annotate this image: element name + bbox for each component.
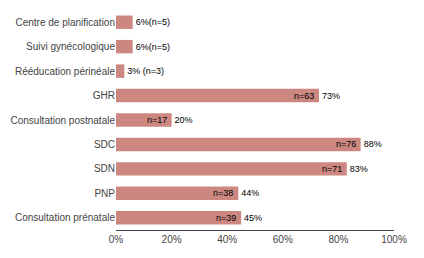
svg-text:SDN: SDN <box>94 163 115 174</box>
svg-text:73%: 73% <box>322 91 340 101</box>
svg-text:20%: 20% <box>162 234 182 245</box>
svg-text:n=38: n=38 <box>213 188 233 198</box>
svg-text:44%: 44% <box>241 188 259 198</box>
svg-text:SDC: SDC <box>94 139 115 150</box>
svg-text:6%(n=5): 6%(n=5) <box>136 42 170 52</box>
svg-text:3% (n=3): 3% (n=3) <box>127 66 164 76</box>
svg-text:6%(n=5): 6%(n=5) <box>136 17 170 27</box>
svg-text:Consultation postnatale: Consultation postnatale <box>10 115 115 126</box>
svg-text:0%: 0% <box>109 234 124 245</box>
svg-text:20%: 20% <box>175 115 193 125</box>
svg-text:100%: 100% <box>381 234 407 245</box>
svg-text:PNP: PNP <box>94 188 115 199</box>
svg-text:n=76: n=76 <box>336 139 356 149</box>
svg-text:n=17: n=17 <box>147 115 167 125</box>
svg-text:80%: 80% <box>328 234 348 245</box>
svg-text:45%: 45% <box>244 213 262 223</box>
svg-text:83%: 83% <box>350 164 368 174</box>
svg-text:40%: 40% <box>217 234 237 245</box>
svg-text:n=39: n=39 <box>216 213 236 223</box>
svg-text:GHR: GHR <box>93 90 115 101</box>
svg-text:Rééducation périnéale: Rééducation périnéale <box>15 66 116 77</box>
svg-text:60%: 60% <box>273 234 293 245</box>
svg-text:Consultation prénatale: Consultation prénatale <box>15 212 116 223</box>
svg-text:Centre de planification: Centre de planification <box>15 17 115 28</box>
svg-text:88%: 88% <box>364 139 382 149</box>
svg-text:n=71: n=71 <box>322 164 342 174</box>
svg-text:Suivi gynécologique: Suivi gynécologique <box>26 41 115 52</box>
svg-text:n=63: n=63 <box>294 91 314 101</box>
